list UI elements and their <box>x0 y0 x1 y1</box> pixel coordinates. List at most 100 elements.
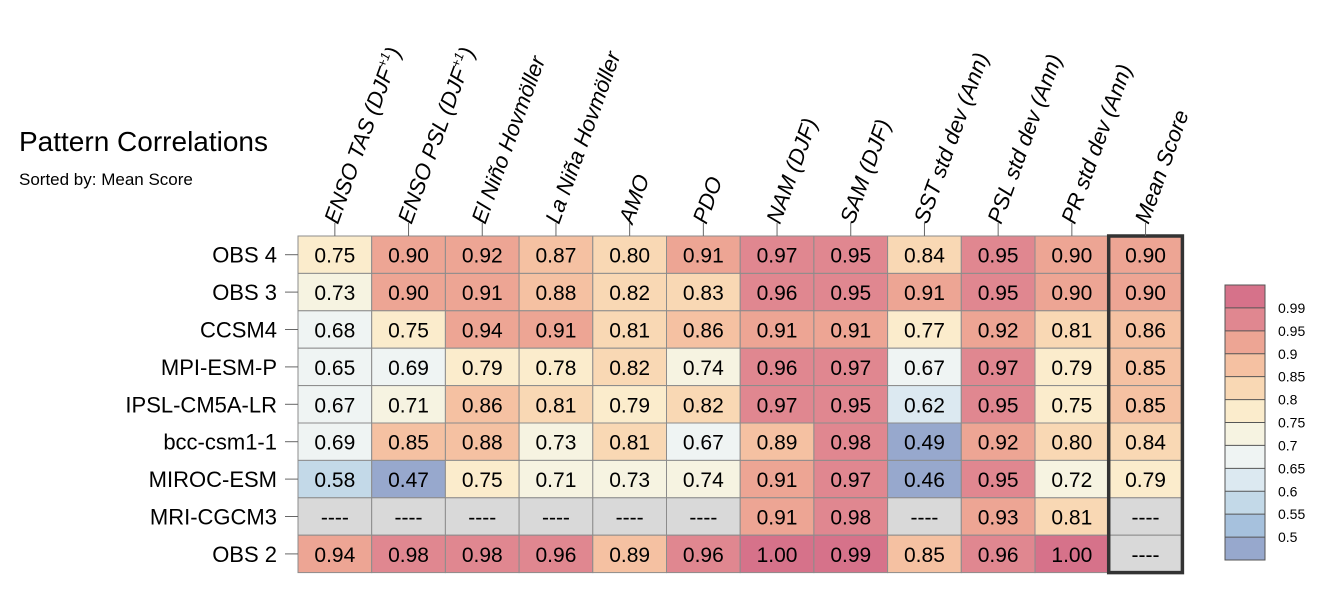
cell-value: 0.80 <box>609 245 650 268</box>
cell-value: 0.65 <box>314 357 355 380</box>
cell-value: 0.91 <box>757 320 798 343</box>
row-label: MPI-ESM-P <box>161 355 277 380</box>
cell-value: 0.97 <box>978 357 1019 380</box>
cell-value: 0.86 <box>683 320 724 343</box>
heatmap-cell <box>518 459 594 499</box>
heatmap-cell <box>960 347 1036 387</box>
cell-value: 0.68 <box>314 320 355 343</box>
cell-value: 0.78 <box>536 357 577 380</box>
row-label: OBS 3 <box>212 280 277 305</box>
cell-value: 0.97 <box>757 245 798 268</box>
column-label: El Niño Hovmöller <box>466 51 550 227</box>
row-label: MIROC-ESM <box>149 467 277 492</box>
heatmap-cell <box>371 272 446 312</box>
cell-value-labels: 0.75 0.90 0.92 0.87 0.80 0.91 0.97 0.95 0.84 0.95… <box>314 245 1166 567</box>
heatmap-cell <box>297 422 373 461</box>
column-label: Mean Score <box>1130 107 1194 227</box>
cell-value: 0.95 <box>830 282 871 305</box>
heatmap-cell <box>813 497 889 536</box>
row-label: OBS 2 <box>212 542 277 567</box>
column-label: La Niña Hovmöller <box>540 47 626 227</box>
heatmap-cell <box>813 422 889 461</box>
cell-value: 0.91 <box>536 320 577 343</box>
heatmap-cell <box>444 385 520 424</box>
cell-value: 0.73 <box>314 282 355 305</box>
cell-value: 0.91 <box>462 282 503 305</box>
chart-subtitle: Sorted by: Mean Score <box>19 170 193 189</box>
heatmap-cell <box>960 497 1036 536</box>
column-label-text: PDO <box>688 173 728 226</box>
heatmap-cell <box>1034 310 1110 349</box>
chart-title: Pattern Correlations <box>19 126 269 157</box>
cell-value: 0.86 <box>462 394 503 417</box>
heatmap-cell <box>666 272 741 312</box>
column-label-text: PR std dev (Ann) <box>1056 61 1137 227</box>
cell-value: ---- <box>1132 544 1160 567</box>
cell-value: 0.85 <box>1125 394 1166 417</box>
cell-value: 0.90 <box>388 282 429 305</box>
cell-value: 0.74 <box>683 357 724 380</box>
heatmap-cell <box>739 534 815 574</box>
cell-value: 0.96 <box>978 544 1019 567</box>
colorbar-segment <box>1225 445 1265 469</box>
cell-value: 0.96 <box>757 282 798 305</box>
colorbar-segment <box>1225 307 1265 331</box>
cell-value: 0.79 <box>1125 469 1166 492</box>
column-label-superscript: +1 <box>448 50 467 69</box>
colorbar-segment <box>1225 376 1265 400</box>
colorbar-segment <box>1225 353 1265 377</box>
heatmap-cell <box>371 422 446 461</box>
colorbar-segment <box>1225 422 1265 446</box>
cell-value: 0.90 <box>1051 245 1092 268</box>
heatmap-cell <box>518 310 594 349</box>
colorbar-segment <box>1225 514 1265 538</box>
colorbar-segment <box>1225 285 1265 308</box>
heatmap-cell <box>371 497 446 536</box>
cell-value: 0.79 <box>1051 357 1092 380</box>
cell-value: 0.97 <box>830 357 871 380</box>
heatmap-cell <box>518 385 594 424</box>
cell-value: 0.95 <box>978 282 1019 305</box>
heatmap-cell <box>887 385 962 424</box>
row-label: bcc-csm1-1 <box>163 430 277 455</box>
cell-value: 0.75 <box>314 245 355 268</box>
cell-value: 0.72 <box>1051 469 1092 492</box>
heatmap-cell <box>297 347 373 387</box>
cell-value: 0.81 <box>536 394 577 417</box>
heatmap-cell <box>887 497 962 536</box>
cell-value: 0.82 <box>609 357 650 380</box>
heatmap-cell <box>1108 497 1183 536</box>
cell-value: 0.90 <box>1051 282 1092 305</box>
cell-value: 0.98 <box>830 507 871 530</box>
cell-value: 0.77 <box>904 320 945 343</box>
column-label-text: NAM (DJF) <box>761 115 822 227</box>
column-label-text: PSL std dev (Ann) <box>982 51 1066 227</box>
row-label: CCSM4 <box>200 318 277 343</box>
cell-value: 0.95 <box>978 245 1019 268</box>
column-label: SAM (DJF) <box>835 116 896 227</box>
cell-value: 0.80 <box>1051 432 1092 455</box>
cell-value: 0.73 <box>609 469 650 492</box>
column-label: PDO <box>688 173 728 226</box>
column-label: ENSO TAS (DJF+1) <box>318 43 406 226</box>
cell-value: 0.99 <box>830 544 871 567</box>
row-label: OBS 4 <box>212 243 277 268</box>
cell-value: ---- <box>468 507 496 530</box>
colorbar-segment <box>1225 537 1265 560</box>
heatmap-cell <box>592 272 667 312</box>
heatmap-cell <box>518 422 594 461</box>
cell-value: 0.62 <box>904 394 945 417</box>
heatmap-cell <box>444 534 520 574</box>
heatmap-cell <box>371 459 446 499</box>
cell-value: 0.75 <box>1051 394 1092 417</box>
colorbar-segment <box>1225 399 1265 423</box>
cell-value: 0.85 <box>904 544 945 567</box>
cell-value: 0.95 <box>978 469 1019 492</box>
cell-value: 0.91 <box>683 245 724 268</box>
heatmap-cell <box>592 422 667 461</box>
cell-value: 0.58 <box>314 469 355 492</box>
heatmap-cell <box>960 235 1036 274</box>
cell-value: ---- <box>616 507 644 530</box>
cell-value: 0.82 <box>683 394 724 417</box>
heatmap-cell <box>371 534 446 574</box>
